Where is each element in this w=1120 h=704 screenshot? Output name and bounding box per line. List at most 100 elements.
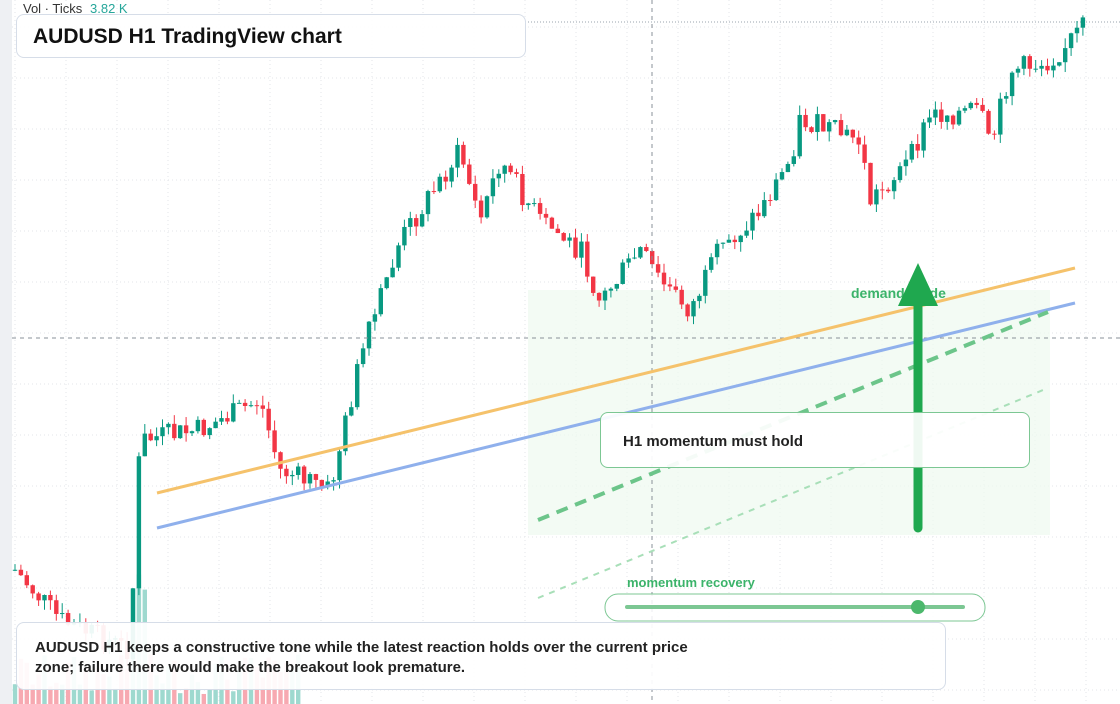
candle-body [390, 267, 395, 278]
candle-body [644, 247, 649, 251]
candle-body [933, 109, 938, 118]
candle-body [638, 247, 643, 258]
callout-text: H1 momentum must hold [623, 433, 804, 450]
candle-body [945, 115, 950, 122]
candle-body [502, 165, 507, 174]
candle-body [821, 114, 826, 132]
candle-body [207, 428, 212, 436]
candle-body [331, 480, 336, 482]
candle-body [319, 479, 324, 488]
candle-body [154, 436, 159, 441]
legend-label: Vol · Ticks [23, 1, 83, 16]
volume-bar [54, 682, 59, 704]
candle-body [1033, 68, 1038, 70]
candle-body [24, 575, 29, 586]
candle-body [709, 257, 714, 270]
candle-body [414, 218, 419, 227]
candle-body [797, 114, 802, 157]
candle-body [726, 239, 732, 243]
candle-body [679, 289, 684, 305]
candle-body [773, 179, 779, 201]
candle-body [667, 284, 673, 287]
volume-bar [225, 679, 230, 704]
candle-body [384, 277, 389, 289]
candle-body [508, 165, 513, 173]
candle-body [402, 226, 407, 246]
candle-body [720, 242, 726, 244]
candle-body [260, 405, 265, 409]
candle-body [909, 143, 914, 160]
title: AUDUSD H1 TradingView chart [33, 25, 342, 48]
candle-body [372, 314, 378, 322]
candle-body [803, 114, 808, 128]
candle-body [838, 120, 844, 136]
candle-body [36, 593, 41, 601]
candle-body [526, 203, 531, 206]
candle-body [18, 569, 24, 576]
candle-body [219, 418, 224, 422]
candle-body [585, 241, 590, 277]
volume-bar [30, 684, 35, 704]
candle-body [573, 237, 578, 258]
candle-body [455, 144, 460, 168]
candle-body [1004, 96, 1009, 99]
note-text: AUDUSD H1 keeps a constructive tone whil… [35, 639, 688, 676]
candle-body [195, 419, 201, 432]
candle-body [744, 230, 749, 236]
candle-body [762, 200, 767, 217]
candle-body [868, 162, 873, 205]
candle-body [178, 425, 183, 439]
candle-body [921, 122, 926, 151]
volume-bar [231, 691, 236, 704]
candle-body [827, 122, 832, 132]
volume-bar [195, 682, 201, 704]
candle-body [443, 176, 448, 182]
candle-body [998, 98, 1003, 135]
candle-body [160, 427, 165, 437]
title-box: AUDUSD H1 TradingView chart [16, 14, 526, 58]
candle-body [591, 276, 596, 293]
candle-body [48, 595, 53, 601]
candle-body [791, 156, 796, 164]
candle-body [1009, 72, 1015, 97]
candle-body [1015, 68, 1021, 73]
candle-body [1021, 56, 1027, 69]
candle-body [703, 269, 708, 296]
slider-knob[interactable] [911, 600, 925, 614]
candle-body [343, 415, 348, 452]
candle-body [602, 290, 608, 301]
candle-body [779, 172, 785, 180]
candle-body [65, 613, 71, 625]
candle-body [242, 402, 248, 406]
candle-body [349, 407, 354, 416]
candle-body [673, 286, 678, 290]
candle-body [1039, 65, 1044, 69]
candle-body [655, 264, 661, 273]
candle-body [307, 474, 313, 484]
candle-body [30, 585, 35, 594]
candle-body [661, 272, 667, 285]
candle-body [1027, 56, 1032, 69]
volume-bar [12, 684, 18, 704]
candle-body [992, 133, 997, 135]
candle-body [449, 167, 454, 182]
volume-bar [107, 676, 112, 704]
candle-body [691, 301, 696, 317]
candle-body [620, 262, 625, 284]
candle-body [815, 114, 820, 133]
candle-body [897, 166, 903, 181]
candle-body [962, 108, 968, 111]
candle-body [968, 102, 973, 109]
candle-body [266, 408, 271, 431]
volume-bar [207, 689, 212, 704]
volume-bar [183, 688, 189, 704]
candle-body [850, 129, 855, 138]
volume-bar [260, 677, 265, 704]
candle-body [431, 191, 437, 193]
candle-body [986, 110, 991, 134]
candle-body [956, 110, 962, 125]
candle-body [296, 466, 301, 475]
candle-body [785, 163, 791, 173]
candle-body [1063, 48, 1068, 63]
